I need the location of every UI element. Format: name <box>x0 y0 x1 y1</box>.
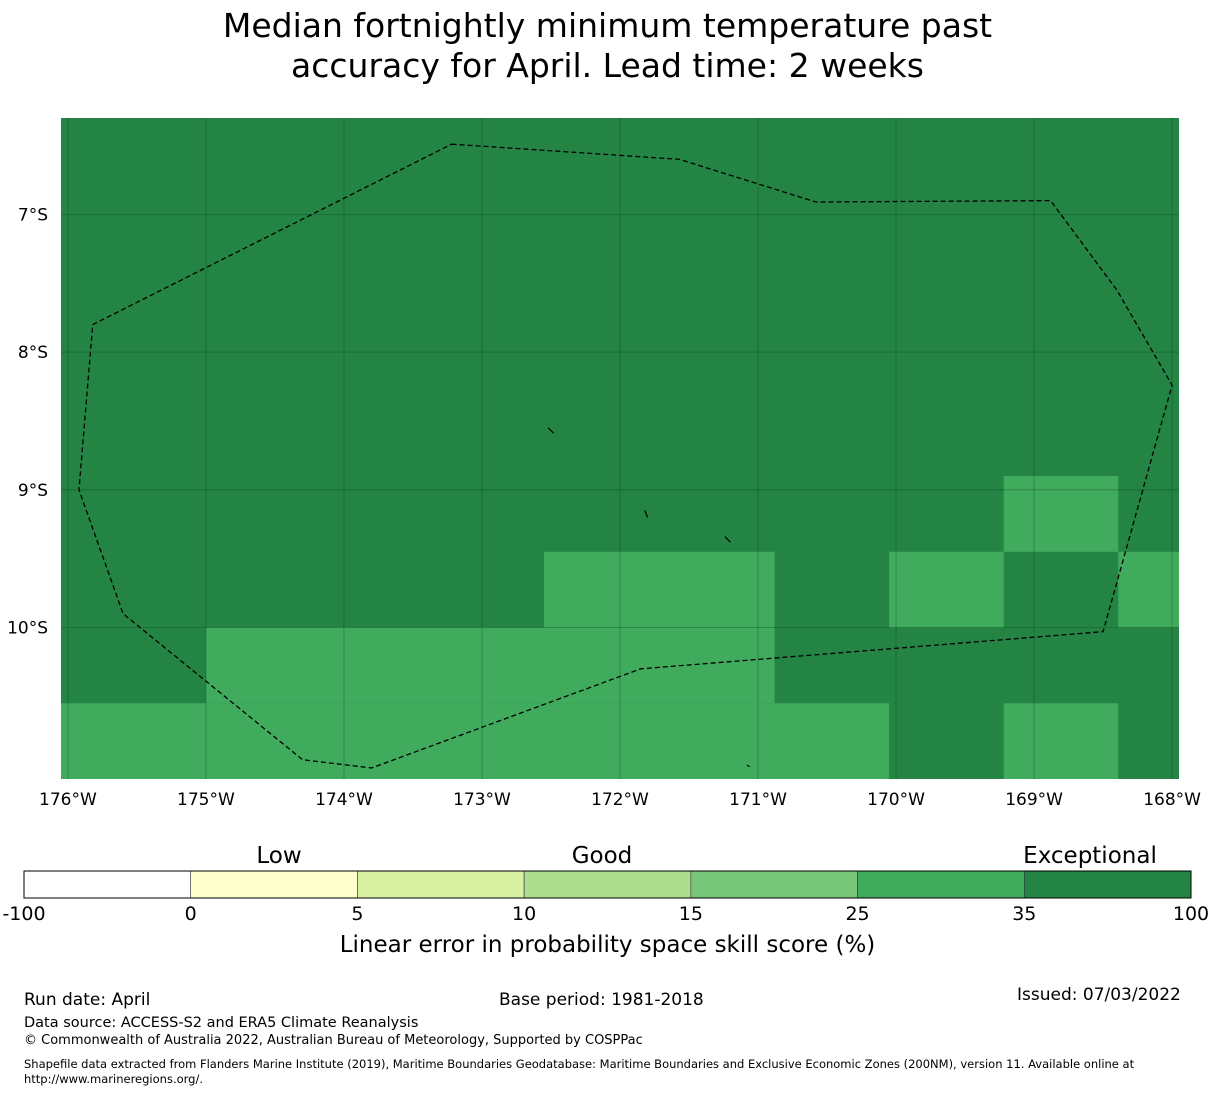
colorbar-segment-2 <box>357 870 525 899</box>
lon-tick-label-0: 176°W <box>39 790 97 810</box>
copyright: © Commonwealth of Australia 2022, Austra… <box>24 1033 643 1048</box>
title-line-1: Median fortnightly minimum temperature p… <box>222 6 993 45</box>
skill-cell-7 <box>61 703 890 779</box>
shapefile-credit-line-1: Shapefile data extracted from Flanders M… <box>24 1057 1135 1071</box>
island-0 <box>547 427 555 434</box>
colorbar-tick-5: 25 <box>845 903 870 925</box>
colorbar-caption: Linear error in probability space skill … <box>339 932 876 958</box>
lon-tick-label-5: 171°W <box>729 790 787 810</box>
eez-boundary <box>78 143 1173 769</box>
colorbar-segment-3 <box>523 870 692 899</box>
colorbar-tick-2: 5 <box>351 903 364 925</box>
lon-tick-label-7: 169°W <box>1005 790 1063 810</box>
skill-cell-2 <box>544 551 775 628</box>
longitude-tick-labels: 176°W 175°W 174°W 173°W 172°W 171°W 170°W 169°W… <box>39 790 1201 810</box>
lon-tick-label-1: 175°W <box>177 790 235 810</box>
issued-date: Issued: 07/03/2022 <box>1017 985 1181 1005</box>
colorbar-tick-7: 100 <box>1172 903 1210 925</box>
lon-tick-label-3: 173°W <box>453 790 511 810</box>
shapefile-credit-line-2: http://www.marineregions.org/. <box>24 1072 203 1086</box>
base-period: Base period: 1981-2018 <box>499 990 704 1010</box>
skill-cell-0 <box>61 118 1179 628</box>
colorbar-tick-0: -100 <box>2 903 46 925</box>
skill-grid-cells <box>61 118 1179 779</box>
lon-tick-label-2: 174°W <box>315 790 373 810</box>
island-coastlines <box>547 427 751 768</box>
colorbar-label-good: Good <box>571 843 633 869</box>
island-1 <box>644 510 649 518</box>
colorbar-label-exceptional: Exceptional <box>1023 843 1157 869</box>
colorbar-label-low: Low <box>256 843 302 869</box>
island-2 <box>724 536 731 543</box>
run-date: Run date: April <box>24 990 151 1010</box>
lat-tick-label-2: 9°S <box>18 481 48 501</box>
colorbar <box>23 870 1192 899</box>
skill-cell-4 <box>1003 476 1119 552</box>
colorbar-tick-3: 10 <box>512 903 537 925</box>
colorbar-tick-1: 0 <box>184 903 197 925</box>
lat-tick-label-1: 8°S <box>18 343 48 363</box>
skill-cell-3 <box>889 551 1004 628</box>
colorbar-segment-4 <box>690 870 858 899</box>
skill-cell-8 <box>1003 703 1119 779</box>
title-line-2: accuracy for April. Lead time: 2 weeks <box>291 46 924 85</box>
colorbar-segment-1 <box>190 870 358 899</box>
eez-boundary-line <box>78 143 1173 769</box>
colorbar-segment-5 <box>857 870 1025 899</box>
lat-tick-label-0: 7°S <box>18 205 48 225</box>
skill-cell-5 <box>1118 551 1179 628</box>
map-gridlines <box>61 118 1179 779</box>
latitude-tick-labels: 7°S 8°S 9°S 10°S <box>7 205 48 638</box>
lon-tick-label-6: 170°W <box>867 790 925 810</box>
colorbar-segment-6 <box>1023 870 1192 899</box>
island-3 <box>746 764 751 768</box>
colorbar-tick-6: 35 <box>1012 903 1037 925</box>
lon-tick-label-8: 168°W <box>1143 790 1201 810</box>
lat-tick-label-3: 10°S <box>7 619 48 639</box>
colorbar-outline <box>23 870 1192 899</box>
data-source: Data source: ACCESS-S2 and ERA5 Climate … <box>24 1015 419 1031</box>
chart-title: Median fortnightly minimum temperature p… <box>0 6 1215 86</box>
colorbar-tick-4: 15 <box>678 903 703 925</box>
colorbar-segment-0 <box>23 870 192 899</box>
lon-tick-label-4: 172°W <box>591 790 649 810</box>
